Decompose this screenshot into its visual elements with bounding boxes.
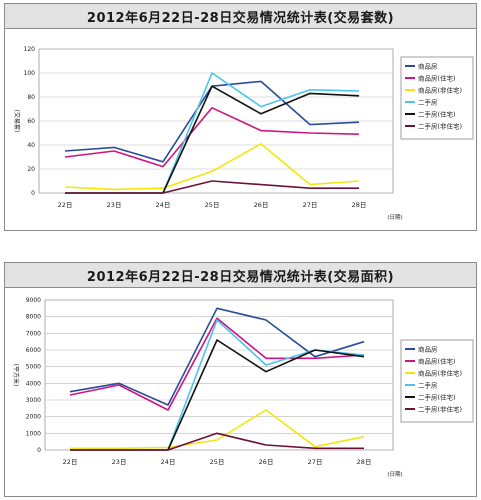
legend-label: 二手房 [418,381,438,390]
line-chart-area: 0 1000 2000 3000 4000 5000 6000 7000 8000 9000 22日… [12,297,474,478]
y-tick-label: 120 [24,46,36,53]
chart-panel-sets: 2012年6月22日-28日交易情况统计表(交易套数) 0 20 40 60 80 100… [4,3,477,231]
chart-title: 2012年6月22日-28日交易情况统计表(交易套数) [5,4,476,29]
legend-label: 商品房(非住宅) [418,369,462,378]
legend-label: 商品房(非住宅) [418,86,462,95]
series-line-5 [65,85,360,194]
y-axis-label: (平方米) [12,364,20,387]
legend-label: 二手房(住宅) [418,393,456,402]
chart-panel-area: 2012年6月22日-28日交易情况统计表(交易面积) 0 1000 2000 300… [4,262,477,497]
x-tick-label: 28日 [357,458,372,466]
series-line-1 [69,307,365,406]
series-line-3 [70,409,365,450]
legend-label: 二手房(非住宅) [418,405,462,414]
line-chart-sets: 0 20 40 60 80 100 120 22日 23日 24日 25日 26日 27日 28日 (交易套… [13,46,474,221]
y-tick-label: 1000 [26,430,41,437]
series-line-6 [65,180,359,194]
y-tick-label: 5000 [26,364,41,371]
y-tick-label: 100 [24,70,36,77]
x-tick-label: 25日 [205,201,220,209]
series-line-6 [70,432,364,451]
y-tick-label: 6000 [26,347,41,354]
x-axis-label: (日期) [387,471,402,478]
series-line-2 [69,317,365,411]
series-line-2 [64,107,360,168]
x-tick-label: 24日 [161,458,176,466]
y-tick-label: 2000 [26,414,41,421]
x-tick-label: 26日 [259,458,274,466]
y-tick-label: 3000 [26,397,41,404]
x-tick-label: 26日 [254,201,269,209]
y-tick-label: 9000 [26,297,41,304]
chart-title: 2012年6月22日-28日交易情况统计表(交易面积) [5,263,476,288]
legend-label: 商品房 [418,62,438,71]
x-tick-label: 27日 [308,458,323,466]
y-tick-label: 60 [27,118,35,125]
legend-label: 二手房 [418,98,438,107]
y-tick-label: 8000 [26,314,41,321]
y-tick-label: 40 [27,142,35,149]
x-tick-label: 25日 [210,458,225,466]
x-tick-label: 23日 [107,201,122,209]
legend-label: 商品房(住宅) [418,74,456,83]
x-tick-label: 22日 [63,458,78,466]
legend-label: 商品房(住宅) [418,357,456,366]
x-tick-label: 24日 [156,201,171,209]
x-tick-label: 28日 [352,201,367,209]
series-line-3 [64,143,360,191]
x-axis-label: (日期) [387,214,402,221]
x-tick-label: 23日 [112,458,127,466]
legend-label: 商品房 [418,345,438,354]
legend-label: 二手房(住宅) [418,110,456,119]
y-tick-label: 7000 [26,330,41,337]
x-tick-label: 22日 [58,201,73,209]
y-tick-label: 0 [31,190,35,197]
y-tick-label: 0 [37,447,41,454]
y-tick-label: 4000 [26,380,41,387]
y-axis-label: (交易套) [13,110,21,133]
legend-label: 二手房(非住宅) [418,122,462,131]
y-tick-label: 20 [27,166,35,173]
y-tick-label: 80 [27,94,35,101]
x-tick-label: 27日 [303,201,318,209]
